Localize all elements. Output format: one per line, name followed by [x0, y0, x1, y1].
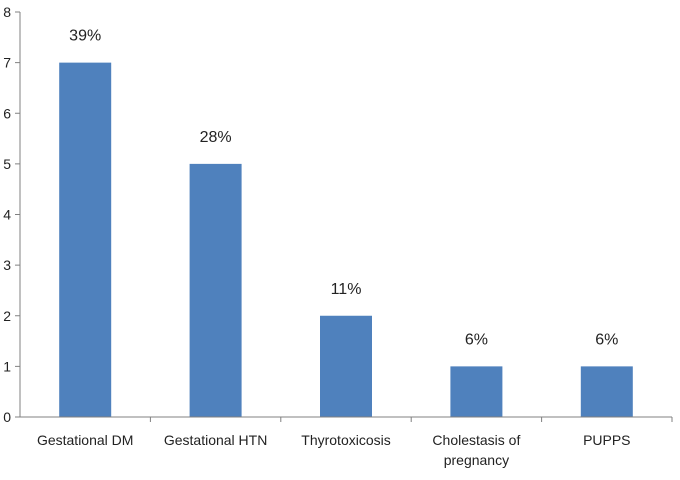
bars — [59, 62, 633, 417]
bar-data-label: 28% — [200, 129, 232, 146]
y-axis-ticks: 0 1 2 3 4 5 6 7 8 — [3, 4, 20, 425]
y-tick-label: 0 — [3, 409, 11, 425]
y-tick-label: 8 — [3, 4, 11, 20]
bar-data-label: 6% — [595, 331, 618, 348]
bar-data-label: 11% — [331, 281, 362, 298]
category-label: Gestational DM — [37, 432, 133, 448]
y-tick-label: 2 — [3, 308, 11, 324]
bar — [450, 366, 503, 417]
category-label: PUPPS — [583, 432, 630, 448]
bar — [320, 315, 372, 417]
y-tick-label: 6 — [3, 105, 11, 121]
y-tick-label: 1 — [3, 358, 11, 374]
category-label: Gestational HTN — [164, 432, 267, 448]
bar-data-label: 6% — [465, 331, 488, 348]
x-axis-labels: Gestational DM Gestational HTN Thyrotoxico… — [37, 417, 673, 468]
category-label: Cholestasis of pregnancy — [432, 432, 520, 468]
data-labels: 39% 28% 11% 6% 6% — [69, 28, 618, 349]
bar — [580, 366, 633, 417]
y-tick-label: 5 — [3, 156, 11, 172]
category-label: Thyrotoxicosis — [301, 432, 390, 448]
bar — [59, 62, 112, 417]
y-tick-label: 3 — [3, 257, 11, 273]
bar — [189, 163, 242, 417]
y-tick-label: 4 — [3, 207, 11, 223]
y-tick-label: 7 — [3, 55, 11, 71]
bar-data-label: 39% — [69, 28, 101, 45]
